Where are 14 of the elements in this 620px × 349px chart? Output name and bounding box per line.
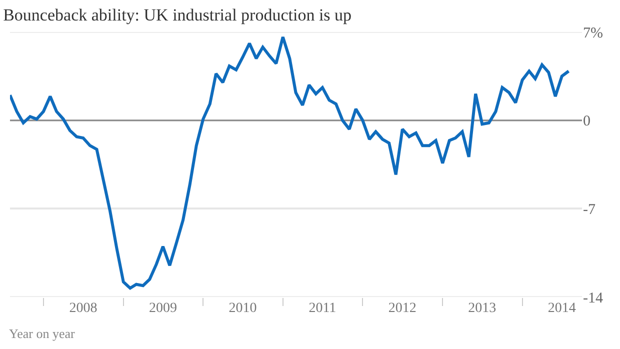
x-tick-label: 2014: [548, 301, 576, 316]
x-tick-label: 2013: [468, 301, 496, 316]
x-tick-label: 2012: [388, 301, 416, 316]
x-tick-label: 2009: [148, 301, 177, 316]
text: Year on year: [9, 326, 76, 341]
y-tick-label: -7: [583, 202, 596, 218]
x-tick-label: 2010: [228, 301, 257, 316]
chart-title: Bounceback ability: UK industrial production is up: [3, 6, 352, 25]
x-tick-label: 2011: [308, 301, 336, 316]
y-tick-label: 7%: [583, 25, 603, 42]
x-tick-label: 2008: [69, 301, 98, 316]
y-tick-label: -14: [583, 290, 604, 306]
y-tick-label: 0: [583, 114, 590, 130]
line-series: [10, 36, 570, 290]
